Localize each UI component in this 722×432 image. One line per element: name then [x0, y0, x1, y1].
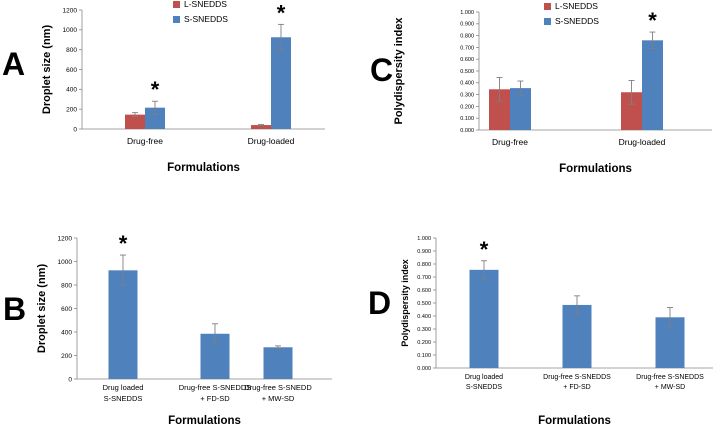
- y-tick-label: 0.700: [417, 275, 431, 281]
- y-tick-label: 1200: [63, 7, 78, 14]
- y-tick-label: 0.300: [460, 93, 474, 99]
- legend-label: S-SNEDDS: [555, 16, 599, 26]
- x-tick-label: Drug loaded: [103, 383, 144, 392]
- y-tick-label: 0.800: [417, 262, 431, 268]
- bar: [263, 347, 293, 379]
- significance-star: *: [480, 237, 489, 262]
- x-tick-label: Drug-free S-SNEDDS: [179, 383, 252, 392]
- y-tick-label: 0.600: [417, 288, 431, 294]
- bar: [642, 40, 663, 130]
- y-tick-label: 1.000: [417, 236, 431, 242]
- y-tick-label: 0.200: [460, 104, 474, 110]
- legend-swatch: [544, 3, 551, 10]
- bar: [125, 114, 145, 129]
- y-tick-label: 0.900: [417, 249, 431, 255]
- y-tick-label: 0.700: [460, 45, 474, 51]
- x-tick-label: S-SNEDDS: [104, 394, 143, 403]
- legend-label: L-SNEDDS: [184, 0, 227, 9]
- y-axis-label: Polydispersity index: [400, 259, 410, 347]
- y-tick-label: 400: [61, 329, 72, 336]
- x-tick-label: Drug-free S-SNEDD: [244, 383, 312, 392]
- x-axis-label: Formulations: [559, 163, 632, 175]
- bar: [621, 92, 642, 130]
- y-tick-label: 0: [68, 376, 72, 383]
- x-tick-label: S-SNEDDS: [466, 384, 503, 391]
- y-axis-label: Polydispersity index: [393, 17, 405, 125]
- x-tick-label: + FD-SD: [200, 394, 230, 403]
- y-tick-label: 0.100: [417, 353, 431, 359]
- bar: [469, 269, 499, 368]
- panel-label-a: A: [2, 46, 25, 82]
- x-tick-label: Drug-free: [492, 137, 528, 147]
- y-tick-label: 1000: [58, 259, 73, 266]
- legend-swatch: [544, 18, 551, 25]
- panel-label-c: C: [370, 52, 393, 88]
- y-tick-label: 200: [66, 106, 77, 113]
- bar: [108, 270, 138, 379]
- y-tick-label: 800: [61, 282, 72, 289]
- y-tick-label: 0.500: [460, 69, 474, 75]
- significance-star: *: [119, 231, 128, 256]
- significance-star: *: [151, 77, 160, 102]
- x-tick-label: Drug-free: [127, 136, 163, 146]
- x-tick-label: + FD-SD: [563, 384, 590, 391]
- legend-swatch: [173, 1, 180, 8]
- y-tick-label: 0.500: [417, 301, 431, 307]
- y-tick-label: 0.300: [417, 327, 431, 333]
- significance-star: *: [277, 0, 286, 25]
- x-tick-label: Drug-loaded: [248, 136, 295, 146]
- y-tick-label: 0.400: [417, 314, 431, 320]
- y-axis-label: Droplet size (nm): [36, 264, 48, 354]
- y-tick-label: 200: [61, 353, 72, 360]
- x-tick-label: + MW-SD: [655, 384, 685, 391]
- y-tick-label: 0.200: [417, 340, 431, 346]
- x-tick-label: Drug-free S-SNEDDS: [636, 374, 704, 381]
- y-tick-label: 600: [61, 306, 72, 313]
- y-tick-label: 0.000: [417, 366, 431, 372]
- panel-label-b: B: [3, 291, 26, 327]
- y-tick-label: 0.000: [460, 128, 474, 134]
- x-axis-label: Formulations: [538, 415, 611, 427]
- y-tick-label: 400: [66, 87, 77, 94]
- x-tick-label: + MW-SD: [262, 394, 295, 403]
- y-tick-label: 1000: [63, 27, 78, 34]
- x-tick-label: Drug loaded: [465, 374, 503, 381]
- legend-swatch: [173, 16, 180, 23]
- x-tick-label: Drug-free S-SNEDDS: [543, 374, 611, 381]
- legend-label: L-SNEDDS: [555, 1, 598, 11]
- y-tick-label: 0.100: [460, 116, 474, 122]
- y-axis-label: Droplet size (nm): [41, 25, 53, 115]
- significance-star: *: [648, 8, 657, 33]
- y-tick-label: 0.800: [460, 34, 474, 40]
- bar: [251, 125, 271, 129]
- x-tick-label: Drug-loaded: [619, 137, 666, 147]
- bar: [489, 89, 510, 130]
- bar: [510, 88, 531, 130]
- x-axis-label: Formulations: [167, 162, 240, 174]
- y-tick-label: 0.400: [460, 81, 474, 87]
- y-tick-label: 1.000: [460, 10, 474, 16]
- bar: [145, 107, 165, 129]
- y-tick-label: 0.600: [460, 57, 474, 63]
- y-tick-label: 0: [73, 126, 77, 133]
- y-tick-label: 1200: [58, 235, 73, 242]
- legend-label: S-SNEDDS: [184, 14, 228, 24]
- panel-label-d: D: [368, 285, 391, 321]
- bar: [562, 304, 592, 368]
- x-axis-label: Formulations: [168, 415, 241, 427]
- y-tick-label: 0.900: [460, 22, 474, 28]
- bar: [271, 37, 291, 130]
- y-tick-label: 600: [66, 67, 77, 74]
- y-tick-label: 800: [66, 47, 77, 54]
